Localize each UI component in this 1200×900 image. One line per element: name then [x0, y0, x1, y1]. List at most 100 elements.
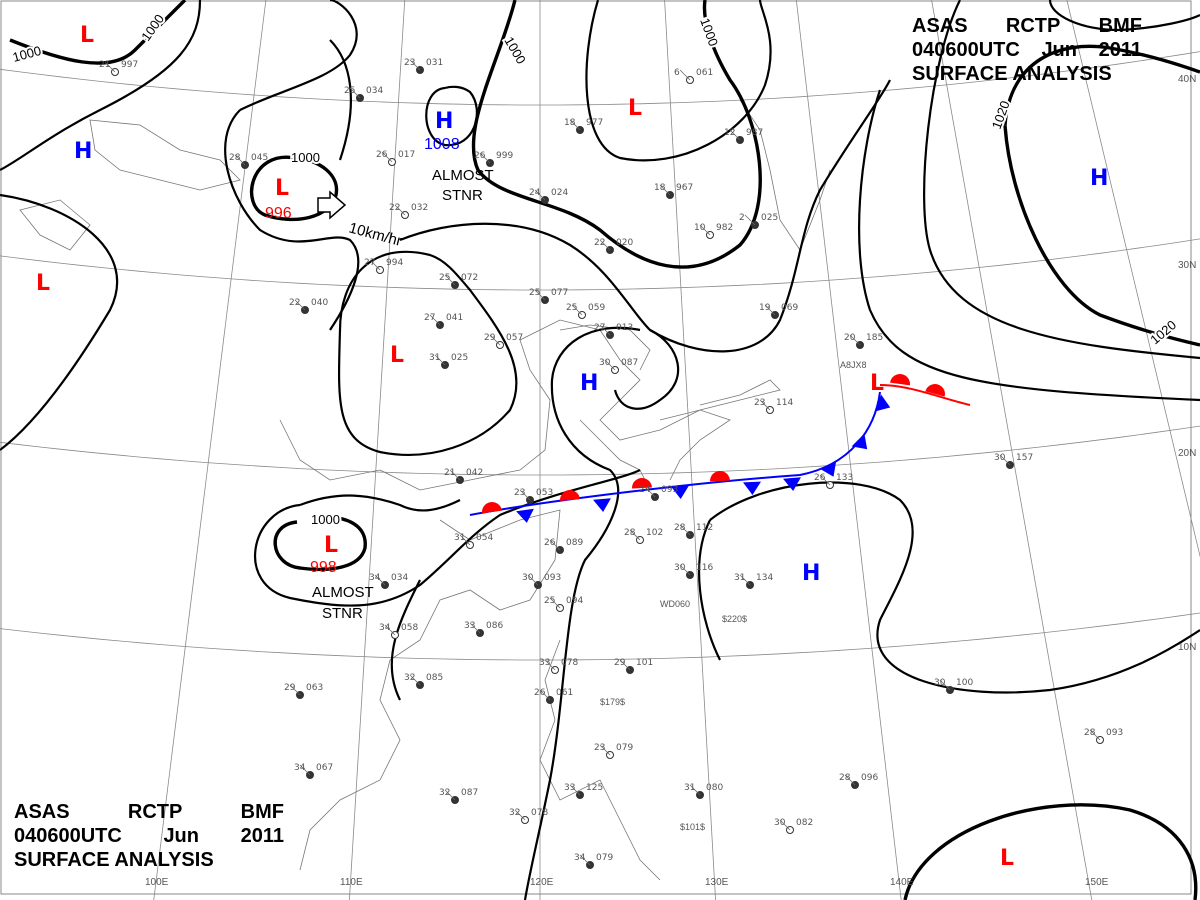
station-temperature: 30 — [934, 678, 946, 688]
wind-barb-icon — [659, 184, 671, 196]
motion-arrow-icon — [317, 190, 347, 220]
station-pressure: 982 — [716, 223, 733, 233]
station-temperature: 34 — [294, 763, 306, 773]
cold-front-triangle — [851, 433, 868, 450]
wind-barb-icon — [469, 622, 481, 634]
low-pressure-value: 998 — [310, 559, 337, 576]
low-center: L — [324, 533, 338, 558]
station-pressure: 072 — [461, 273, 478, 283]
latitude-line — [0, 51, 1200, 106]
station-plot: 25 072 — [439, 273, 478, 289]
station-plot: 29 057 — [484, 333, 523, 349]
header-year: 2011 — [240, 825, 284, 847]
station-pressure: 041 — [446, 313, 463, 323]
station-plot: 25 034 — [344, 86, 383, 102]
station-pressure: 967 — [676, 183, 693, 193]
station-temperature: 24 — [529, 188, 541, 198]
station-pressure: 101 — [636, 658, 653, 668]
station-temperature: 30 — [599, 358, 611, 368]
station-pressure: 020 — [616, 238, 633, 248]
station-pressure: 079 — [616, 743, 633, 753]
station-pressure: 031 — [426, 58, 443, 68]
station-plot: 33 125 — [564, 783, 603, 799]
station-temperature: 32 — [404, 673, 415, 683]
wind-barb-icon — [394, 204, 406, 216]
special-label: $179$ — [600, 697, 625, 707]
station-pressure: 133 — [836, 473, 853, 483]
station-temperature: 23 — [514, 488, 525, 498]
lat-label-10n: 10N — [1178, 642, 1196, 653]
high-center: H — [435, 109, 453, 134]
station-pressure: 040 — [311, 298, 328, 308]
wind-barb-icon — [849, 334, 861, 346]
station-temperature: 29 — [484, 333, 496, 343]
station-plot: 28 045 — [229, 153, 268, 169]
station-plot: 21 042 — [444, 468, 483, 484]
station-pressure: 085 — [426, 673, 443, 683]
wind-barb-icon — [459, 534, 471, 546]
station-pressure: 078 — [531, 808, 548, 818]
longitude-line — [1066, 0, 1200, 558]
station-pressure: 093 — [1106, 728, 1123, 738]
wind-barb-icon — [294, 299, 306, 311]
station-temperature: 28 — [839, 773, 851, 783]
cold-front-triangle — [783, 477, 801, 491]
station-pressure: 080 — [706, 783, 723, 793]
station-pressure: 053 — [536, 488, 553, 498]
station-temperature: 6 — [674, 68, 680, 78]
station-temperature: 31 — [429, 353, 440, 363]
station-plot: 27 994 — [364, 258, 403, 274]
station-temperature: 20 — [844, 333, 856, 343]
station-plot: 30 100 — [934, 678, 973, 694]
isobar-label: 1000 — [311, 512, 340, 527]
station-pressure: 134 — [756, 573, 773, 583]
station-temperature: 22 — [594, 238, 605, 248]
station-plot: 31 134 — [734, 573, 773, 589]
wind-barb-icon — [599, 744, 611, 756]
isobar — [399, 79, 891, 353]
station-plot: 30 116 — [674, 563, 713, 579]
almost-stationary-label: STNR — [322, 605, 363, 622]
station-pressure: 069 — [781, 303, 798, 313]
pressure-centers: L L 996 H H 1008 L L L H H L 998 L H L — [36, 23, 1108, 871]
station-plot: 24 024 — [529, 188, 568, 204]
station-temperature: 25 — [344, 86, 355, 96]
station-pressure: 017 — [398, 150, 415, 160]
station-temperature: 26 — [544, 538, 556, 548]
isobar-1000-low2 — [273, 515, 367, 572]
low-center: L — [275, 176, 289, 201]
latitude-line — [0, 238, 1200, 291]
isobar — [390, 579, 421, 701]
station-pressure: 086 — [486, 621, 503, 631]
wind-barb-icon — [844, 774, 856, 786]
wind-barb-icon — [104, 61, 116, 73]
wind-barb-icon — [349, 87, 361, 99]
station-plot: 6 061 — [674, 68, 713, 84]
cold-front-triangle — [819, 461, 837, 477]
cold-front-triangle — [516, 508, 534, 523]
wind-barb-icon — [1089, 729, 1101, 741]
lat-label-30n: 30N — [1178, 260, 1196, 271]
wind-barb-icon — [369, 259, 381, 271]
isobar-1000 — [9, 0, 187, 65]
isobar-thick — [903, 803, 1198, 900]
isobar — [923, 0, 1200, 360]
station-pressure: 025 — [451, 353, 468, 363]
isobar — [858, 89, 1200, 402]
isobar-label: 1000 — [291, 150, 320, 165]
station-pressure: 102 — [646, 528, 663, 538]
station-plot: 29 063 — [284, 683, 323, 699]
station-temperature: 18 — [654, 183, 666, 193]
special-label: $220$ — [722, 614, 747, 624]
station-temperature: 28 — [624, 528, 636, 538]
station-plot: 34 067 — [294, 763, 333, 779]
warm-front-semicircle — [632, 478, 652, 489]
lon-label-130e: 130E — [705, 877, 729, 888]
station-pressure: 087 — [621, 358, 638, 368]
station-temperature: 19 — [759, 303, 771, 313]
wind-barb-icon — [999, 454, 1011, 466]
station-pressure: 058 — [401, 623, 418, 633]
header-station: RCTP — [127, 801, 183, 823]
warm-front-semicircle — [560, 490, 580, 501]
